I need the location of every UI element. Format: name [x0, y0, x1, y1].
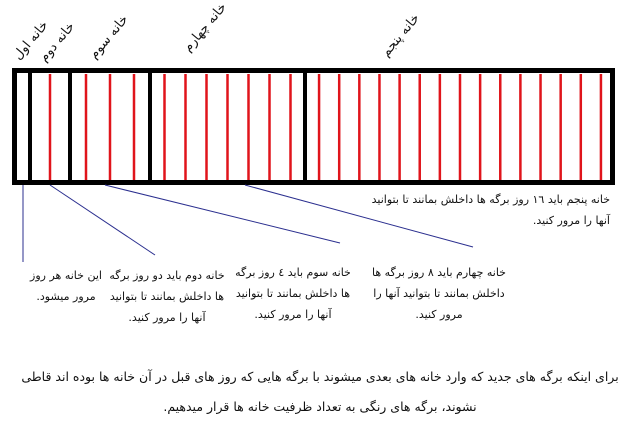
caption-box2: خانه دوم باید دو روز برگه ها داخلش بمانن… [109, 269, 225, 324]
explanation-text: برای اینکه برگه های جدید که وارد خانه ها… [21, 369, 619, 414]
caption-box1: این خانه هر روز مرور میشود. [30, 269, 102, 303]
pointer-line [49, 184, 156, 256]
caption-box3: خانه سوم باید ٤ روز برگه ها داخلش بمانند… [235, 266, 351, 321]
pointer-line [244, 184, 474, 248]
caption-box5: خانه پنجم باید ١٦ روز برگه ها داخلش بمان… [371, 193, 610, 227]
outer-box [12, 68, 615, 185]
caption-box4: خانه چهارم باید ٨ روز برگه ها داخلش بمان… [372, 266, 506, 321]
pointer-line [104, 184, 341, 244]
